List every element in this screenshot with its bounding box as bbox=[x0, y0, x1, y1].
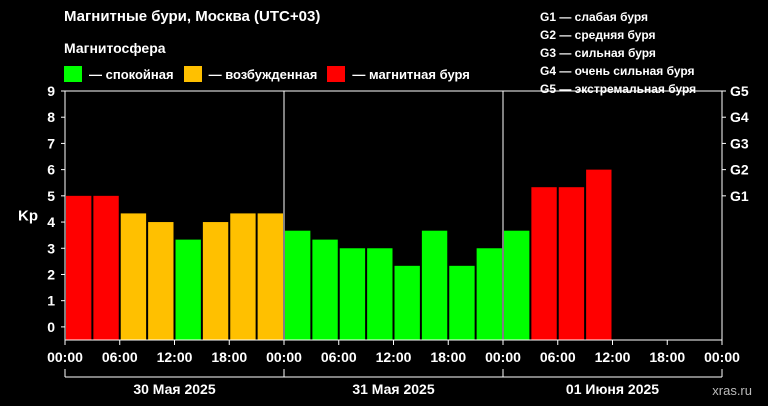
legend-item-excited: — возбужденная bbox=[183, 66, 318, 82]
kp-bar bbox=[175, 239, 201, 340]
y-tick-label: 1 bbox=[47, 293, 55, 309]
x-tick-label: 00:00 bbox=[485, 349, 521, 365]
date-label: 31 Мая 2025 bbox=[352, 381, 434, 397]
kp-bar bbox=[394, 265, 420, 340]
kp-bar bbox=[66, 195, 92, 340]
watermark: xras.ru bbox=[712, 383, 752, 398]
x-tick-label: 12:00 bbox=[595, 349, 631, 365]
g-legend-g4: G4 — очень сильная буря bbox=[540, 64, 695, 78]
date-label: 30 Мая 2025 bbox=[133, 381, 215, 397]
x-tick-label: 00:00 bbox=[47, 349, 83, 365]
legend-swatch-calm bbox=[64, 66, 82, 82]
y-tick-label: 4 bbox=[47, 214, 55, 230]
date-label: 01 Июня 2025 bbox=[566, 381, 659, 397]
kp-bar bbox=[93, 195, 119, 340]
legend-label-excited: — возбужденная bbox=[208, 66, 318, 82]
y-tick-label: 2 bbox=[47, 266, 55, 282]
kp-bar bbox=[285, 230, 311, 340]
y-tick-label: 9 bbox=[47, 83, 55, 99]
g-legend-g1: G1 — слабая буря bbox=[540, 10, 649, 24]
kp-bar bbox=[120, 213, 147, 340]
kp-bar bbox=[421, 230, 448, 340]
y-tick-label: 6 bbox=[47, 162, 55, 178]
y-axis-label: Kp bbox=[18, 208, 38, 225]
x-tick-label: 18:00 bbox=[649, 349, 685, 365]
kp-bar bbox=[202, 222, 229, 340]
x-tick-label: 06:00 bbox=[321, 349, 357, 365]
y-tick-label: 5 bbox=[47, 188, 55, 204]
kp-bar bbox=[449, 265, 475, 340]
legend-swatch-storm bbox=[327, 66, 346, 82]
x-tick-label: 00:00 bbox=[266, 349, 302, 365]
legend-title: Магнитосфера bbox=[64, 40, 166, 56]
y-tick-label: 3 bbox=[47, 240, 55, 256]
g-tick-label: G4 bbox=[730, 109, 749, 125]
y-tick-label: 0 bbox=[47, 319, 55, 335]
g-legend-g3: G3 — сильная буря bbox=[540, 46, 656, 60]
x-tick-label: 12:00 bbox=[376, 349, 412, 365]
g-legend-g2: G2 — средняя буря bbox=[540, 28, 656, 42]
kp-bar bbox=[230, 213, 256, 340]
legend-item-calm: — спокойная bbox=[64, 66, 174, 82]
kp-bar bbox=[367, 248, 393, 340]
kp-bar bbox=[476, 248, 502, 340]
y-tick-label: 8 bbox=[47, 109, 55, 125]
legend-item-storm: — магнитная буря bbox=[327, 66, 470, 82]
x-tick-label: 06:00 bbox=[102, 349, 138, 365]
legend-swatch-excited bbox=[183, 66, 202, 82]
x-tick-label: 18:00 bbox=[211, 349, 247, 365]
x-tick-label: 00:00 bbox=[704, 349, 740, 365]
kp-bar bbox=[257, 213, 283, 340]
kp-bar bbox=[148, 222, 174, 340]
kp-bar bbox=[504, 230, 530, 340]
kp-bar bbox=[531, 187, 557, 340]
g-tick-label: G3 bbox=[730, 135, 749, 151]
kp-bar bbox=[558, 187, 585, 340]
x-tick-label: 06:00 bbox=[540, 349, 576, 365]
legend-label-storm: — магнитная буря bbox=[352, 66, 470, 82]
g-scale-legend: G1 — слабая буря G2 — средняя буря G3 — … bbox=[540, 8, 696, 98]
color-legend: — спокойная — возбужденная — магнитная б… bbox=[64, 66, 480, 82]
chart-title: Магнитные бури, Москва (UTC+03) bbox=[64, 8, 321, 25]
kp-bar bbox=[312, 239, 338, 340]
g-legend-g5: G5 — экстремальная буря bbox=[540, 82, 697, 96]
x-tick-label: 18:00 bbox=[430, 349, 466, 365]
kp-bar bbox=[339, 248, 366, 340]
legend-label-calm: — спокойная bbox=[89, 66, 174, 82]
kp-bar bbox=[586, 169, 612, 340]
g-tick-label: G5 bbox=[730, 83, 749, 99]
g-tick-label: G2 bbox=[730, 162, 749, 178]
x-tick-label: 12:00 bbox=[157, 349, 193, 365]
g-tick-label: G1 bbox=[730, 188, 749, 204]
y-tick-label: 7 bbox=[47, 135, 55, 151]
